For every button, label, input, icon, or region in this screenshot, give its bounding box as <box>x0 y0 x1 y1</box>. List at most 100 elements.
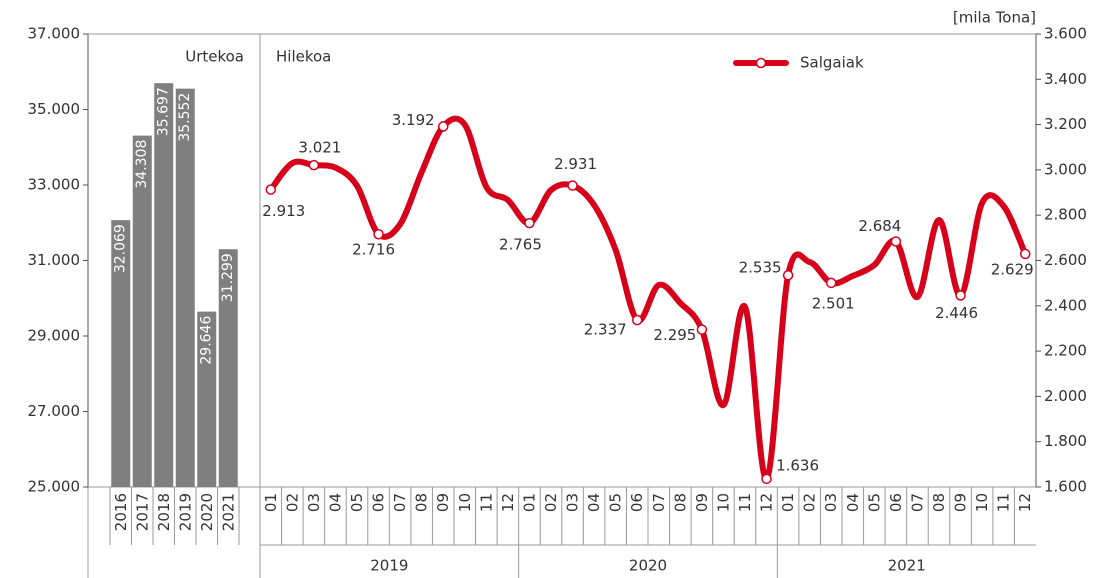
point-marker <box>825 277 837 289</box>
y2-tick-label: 1.600 <box>1044 478 1087 496</box>
year-label: 2019 <box>370 557 408 575</box>
y-tick-label: 25.000 <box>28 478 81 496</box>
year-label: 2020 <box>629 557 667 575</box>
x-tick-label: 11 <box>995 493 1013 512</box>
bar <box>154 83 174 488</box>
panel-label: Hilekoa <box>276 48 331 66</box>
y-tick-label: 37.000 <box>28 25 81 43</box>
bar <box>132 135 152 488</box>
point-marker <box>308 159 320 171</box>
point-value-label: 2.765 <box>499 236 542 254</box>
x-tick-label: 02 <box>542 493 560 512</box>
point-value-label: 2.337 <box>584 321 627 339</box>
x-tick-label: 07 <box>908 493 926 512</box>
x-tick-label: 09 <box>952 493 970 512</box>
point-value-label: 2.295 <box>653 326 696 344</box>
x-tick-label: 11 <box>736 493 754 512</box>
x-tick-label: 2019 <box>176 493 194 531</box>
legend-label: Salgaiak <box>800 54 864 72</box>
point-value-label: 3.192 <box>392 111 435 129</box>
x-tick-label: 10 <box>456 493 474 512</box>
bar <box>197 311 217 487</box>
x-tick-label: 08 <box>413 493 431 512</box>
bar-value-label: 31.299 <box>220 253 236 302</box>
y2-tick-label: 2.000 <box>1044 387 1087 405</box>
point-value-label: 3.021 <box>298 139 341 157</box>
y2-tick-label: 2.600 <box>1044 251 1087 269</box>
x-tick-label: 02 <box>801 493 819 512</box>
bar-value-label: 34.308 <box>134 140 150 189</box>
x-tick-label: 03 <box>564 493 582 512</box>
bar <box>111 220 131 487</box>
y2-tick-label: 3.000 <box>1044 160 1087 178</box>
point-value-label: 2.913 <box>262 202 305 220</box>
y2-tick-label: 2.400 <box>1044 296 1087 314</box>
x-tick-label: 08 <box>671 493 689 512</box>
bar-value-label: 35.552 <box>177 93 193 142</box>
point-marker <box>890 236 902 247</box>
bar <box>175 88 195 488</box>
y-tick-label: 33.000 <box>28 176 81 194</box>
x-tick-label: 04 <box>326 493 344 512</box>
point-marker <box>567 180 578 191</box>
x-tick-label: 12 <box>499 493 517 512</box>
x-tick-label: 06 <box>370 493 388 512</box>
bar-value-label: 35.697 <box>156 87 172 136</box>
x-tick-label: 10 <box>973 493 991 512</box>
x-tick-label: 03 <box>305 493 323 512</box>
year-label: 2021 <box>888 557 926 575</box>
x-tick-label: 01 <box>779 493 797 512</box>
legend-marker <box>755 57 767 69</box>
x-tick-label: 03 <box>822 493 840 512</box>
x-tick-label: 09 <box>434 493 452 512</box>
bar <box>218 249 238 487</box>
point-marker <box>631 314 643 326</box>
x-tick-label: 04 <box>585 493 603 512</box>
point-marker <box>524 217 535 229</box>
point-marker <box>696 324 708 335</box>
x-tick-label: 12 <box>758 493 776 512</box>
point-value-label: 2.446 <box>935 304 978 322</box>
x-tick-label: 04 <box>844 493 862 512</box>
bar-value-label: 29.646 <box>199 316 215 365</box>
y-tick-label: 35.000 <box>28 100 81 118</box>
y2-tick-label: 3.200 <box>1044 115 1087 133</box>
y2-tick-label: 1.800 <box>1044 432 1087 450</box>
y2-tick-label: 2.200 <box>1044 342 1087 360</box>
y2-tick-label: 3.600 <box>1044 25 1087 43</box>
point-value-label: 2.716 <box>352 241 395 259</box>
point-marker <box>437 121 449 132</box>
x-tick-label: 2016 <box>112 493 130 531</box>
y-tick-label: 27.000 <box>28 402 81 420</box>
panel-label: Urtekoa <box>185 48 244 66</box>
x-tick-label: 11 <box>477 493 495 512</box>
x-tick-label: 12 <box>1016 493 1034 512</box>
x-tick-label: 01 <box>520 493 538 512</box>
x-tick-label: 09 <box>693 493 711 512</box>
x-tick-label: 2020 <box>198 493 216 531</box>
point-value-label: 2.629 <box>991 260 1034 278</box>
point-marker <box>761 473 772 485</box>
point-value-label: 2.931 <box>554 155 597 173</box>
point-marker <box>782 269 794 281</box>
x-tick-label: 02 <box>283 493 301 512</box>
y-tick-label: 29.000 <box>28 327 81 345</box>
x-tick-label: 07 <box>650 493 668 512</box>
x-tick-label: 01 <box>262 493 280 512</box>
bar-value-label: 32.069 <box>113 224 129 273</box>
x-tick-label: 05 <box>865 493 883 512</box>
x-tick-label: 2021 <box>219 493 237 531</box>
point-value-label: 1.636 <box>776 456 819 474</box>
x-tick-label: 06 <box>628 493 646 512</box>
point-value-label: 2.535 <box>739 259 782 277</box>
x-tick-label: 2017 <box>133 493 151 531</box>
point-marker <box>1019 248 1031 260</box>
y-tick-label: 31.000 <box>28 251 81 269</box>
x-tick-label: 05 <box>348 493 366 512</box>
point-value-label: 2.684 <box>858 217 901 235</box>
x-tick-label: 08 <box>930 493 948 512</box>
unit-label: [mila Tona] <box>953 9 1036 27</box>
series-line <box>267 115 1029 482</box>
x-tick-label: 2018 <box>155 493 173 531</box>
